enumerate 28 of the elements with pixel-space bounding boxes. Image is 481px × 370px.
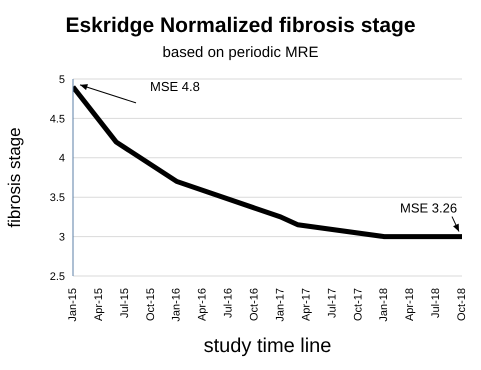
x-tick-label: Jul-17 (326, 288, 338, 318)
y-tick-label: 2.5 (50, 270, 65, 283)
x-tick-label: Apr-17 (300, 288, 312, 322)
x-tick-label: Oct-17 (352, 288, 364, 322)
y-axis-title: fibrosis stage (5, 127, 24, 228)
x-tick-label: Apr-15 (92, 288, 105, 322)
x-tick-label: Apr-16 (196, 288, 209, 322)
chart-subtitle: based on periodic MRE (162, 44, 320, 61)
y-tick-label: 3 (58, 232, 65, 244)
y-tick-label: 3.5 (50, 192, 65, 204)
x-tick-label: Oct-18 (456, 288, 468, 322)
x-tick-label: Jul-15 (118, 288, 131, 318)
x-tick-label: Jan-17 (274, 288, 286, 322)
y-tick-label: 4.5 (50, 113, 65, 126)
x-tick-label: Jul-18 (430, 288, 442, 318)
x-tick-label: Oct-15 (144, 288, 157, 322)
x-tick-label: Jan-18 (378, 288, 390, 322)
x-tick-label: Apr-18 (404, 288, 416, 322)
x-tick-label: Jan-15 (67, 288, 79, 322)
y-tick-label: 4 (58, 152, 65, 165)
annotation: MSE 3.26 (400, 200, 458, 216)
x-axis-title: study time line (204, 335, 332, 357)
x-tick-label: Jan-16 (170, 288, 183, 322)
chart-title: Eskridge Normalized fibrosis stage (64, 14, 417, 38)
x-tick-label: Oct-16 (248, 288, 261, 322)
y-tick-label: 5 (58, 74, 65, 86)
annotation: MSE 4.8 (150, 78, 200, 94)
x-tick-label: Jul-16 (222, 288, 235, 318)
